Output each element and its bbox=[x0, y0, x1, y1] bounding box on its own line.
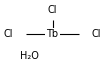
Text: Cl: Cl bbox=[92, 29, 101, 39]
Text: Tb: Tb bbox=[46, 29, 59, 39]
Text: Cl: Cl bbox=[48, 5, 57, 15]
Text: Cl: Cl bbox=[4, 29, 13, 39]
Text: H₂O: H₂O bbox=[20, 51, 39, 61]
